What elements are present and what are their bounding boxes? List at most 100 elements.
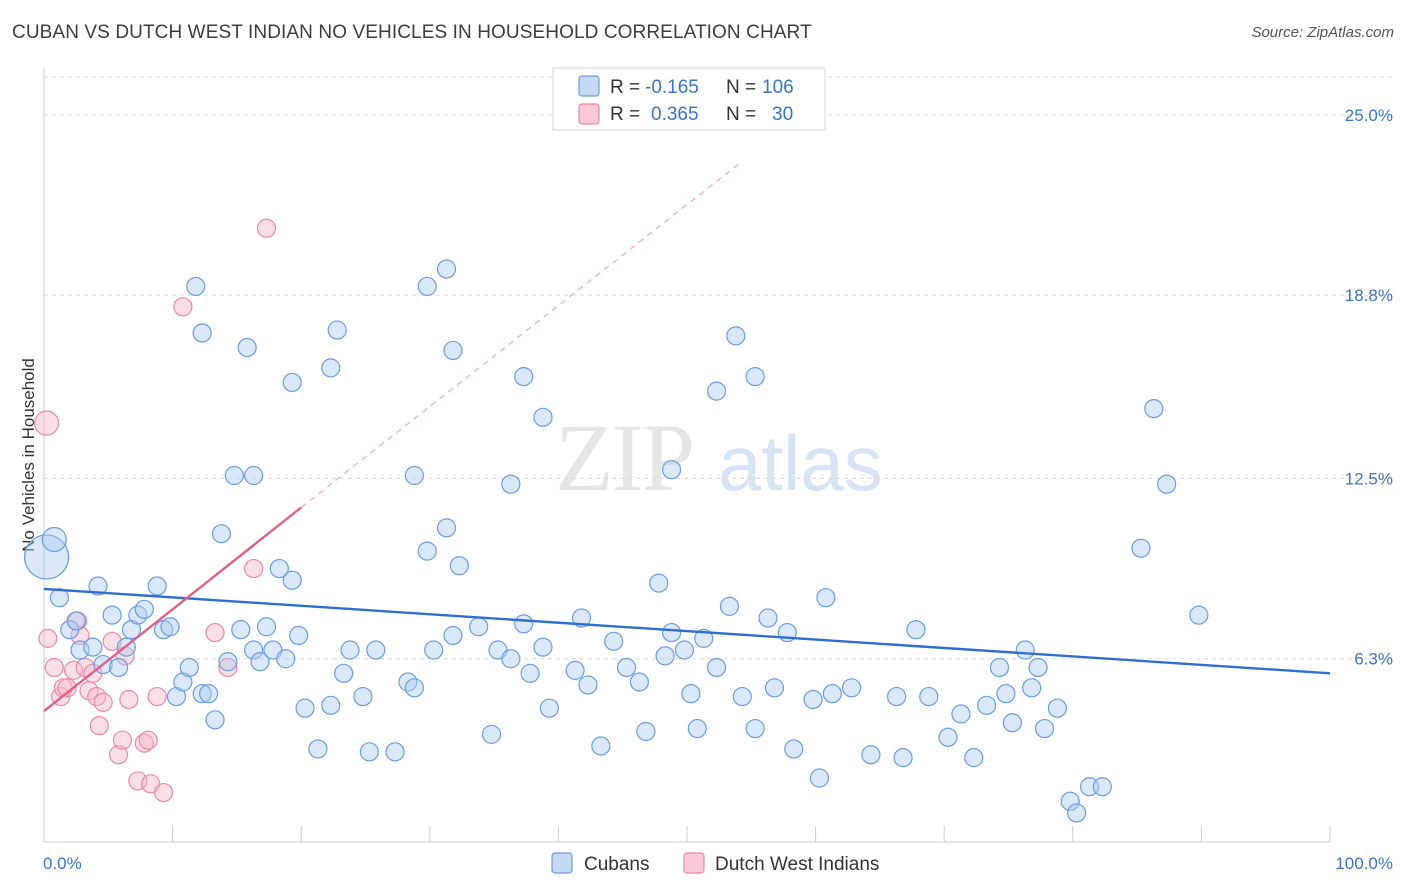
data-point [964,748,984,768]
data-point [636,721,656,742]
trend-lines [43,163,1331,713]
data-point [436,259,457,279]
chart-source: Source: ZipAtlas.com [1251,24,1394,41]
series-dutch-west-indians [33,218,277,803]
data-point [147,576,167,596]
data-point [359,742,379,762]
data-point [218,652,238,672]
data-point [353,686,373,707]
data-point [88,576,108,596]
data-point [108,745,129,765]
x-tick-label-max: 100.0% [1335,854,1393,873]
x-axis-ticks [43,826,1331,842]
data-point [481,724,502,744]
y-tick-label: 12.5% [1345,469,1393,488]
data-point [1060,791,1080,811]
data-point [23,534,70,580]
legend-swatch-cubans [578,75,600,97]
y-axis-title: No Vehicles in Household [19,358,38,552]
data-point [893,748,913,768]
data-point [38,628,58,648]
data-point [244,640,264,660]
legend-n-label-dwi: N = [726,104,756,125]
data-point [745,718,765,739]
data-point [706,381,727,401]
data-point [244,465,264,486]
legend-n-value-dwi: 30 [772,104,793,125]
data-point [1034,718,1055,739]
data-point [732,686,752,707]
data-point [334,663,354,683]
data-point [134,599,154,619]
y-axis-labels: 6.3% 12.5% 18.8% 25.0% [1345,106,1393,669]
data-point [726,326,746,346]
data-point [616,657,637,678]
data-point [340,640,360,660]
data-point [224,465,244,486]
data-point [199,684,219,704]
data-point [231,620,251,640]
data-point [674,640,695,660]
data-point [282,570,302,590]
bottom-legend-swatch-dwi [683,852,705,874]
data-point [1028,657,1048,678]
data-point [404,465,424,486]
data-point [89,716,109,736]
legend-r-label-cubans: R = [610,77,640,98]
data-point [44,657,64,678]
y-tick-label: 18.8% [1345,286,1393,305]
data-point [256,617,277,637]
data-point [295,698,315,718]
data-point [49,588,70,608]
data-point [809,768,830,788]
data-point [1157,474,1177,494]
data-point [269,558,289,579]
data-point [539,698,559,718]
data-point [591,736,611,756]
data-point [289,625,309,646]
data-point [102,631,122,651]
data-point [1015,640,1035,660]
data-point [533,637,553,657]
data-point [919,686,939,707]
data-point [211,524,232,544]
data-point [719,596,740,616]
legend-n-label-cubans: N = [726,77,756,98]
data-point [1144,398,1164,419]
data-point [604,631,624,651]
data-point [681,684,701,704]
data-point [655,646,675,666]
data-point [192,323,212,343]
data-point [842,678,862,698]
data-point [366,640,386,660]
data-point [205,710,225,730]
data-point [1067,803,1087,823]
data-point [244,558,264,579]
data-point [906,620,926,640]
data-point [153,782,174,803]
data-point [102,605,122,625]
data-point [1002,713,1022,733]
data-point [41,526,67,553]
data-point [205,622,225,643]
data-point [501,474,521,494]
data-point [108,657,129,678]
legend-r-value-cubans: -0.165 [645,77,699,98]
data-point [784,739,804,759]
x-tick-label-min: 0.0% [43,854,82,873]
data-point [385,742,405,762]
data-point [250,652,270,672]
data-point [520,663,540,683]
watermark-atlas: atlas [718,419,883,507]
data-point [63,660,84,680]
data-point [443,340,463,361]
data-point [533,407,553,427]
data-point [764,678,785,698]
bottom-legend-swatch-cubans [551,852,573,874]
stats-legend: R = -0.165 N = 106 R = 0.365 N = 30 [552,67,826,131]
data-point [469,617,489,637]
data-point [327,320,347,340]
bottom-legend-label-dwi: Dutch West Indians [715,854,879,875]
data-point [93,692,113,712]
